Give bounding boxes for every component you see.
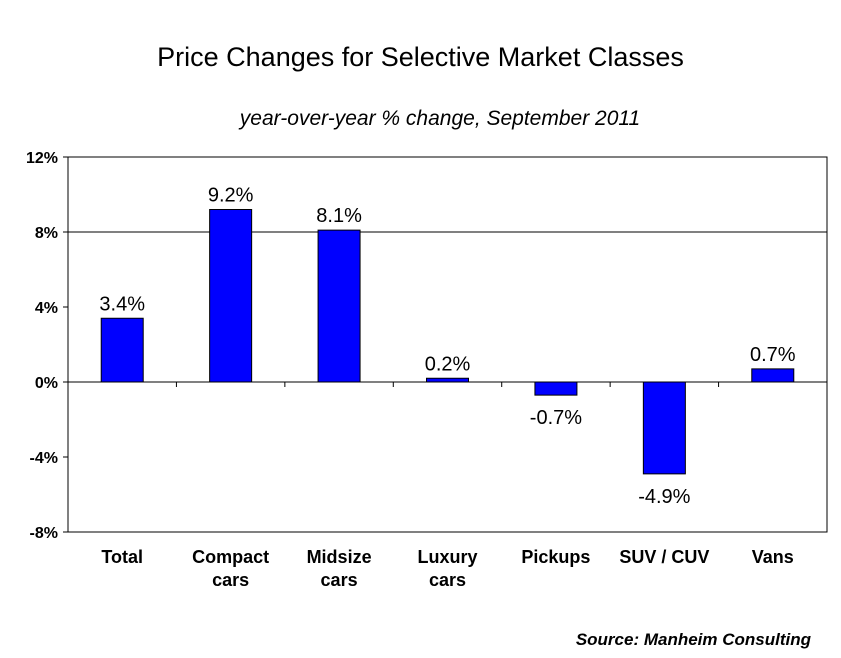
x-tick-label: Compact cars xyxy=(192,547,269,590)
x-tick-label: Pickups xyxy=(521,547,590,567)
y-tick-label: 0% xyxy=(35,375,58,392)
y-tick-label: 8% xyxy=(35,225,58,242)
data-label: -4.9% xyxy=(638,486,690,508)
x-tick-label: SUV / CUV xyxy=(619,547,709,567)
x-tick-label: Vans xyxy=(752,547,794,567)
data-label: 9.2% xyxy=(208,185,254,207)
data-label: -0.7% xyxy=(530,407,582,429)
source-note: Source: Manheim Consulting xyxy=(575,630,811,649)
bar xyxy=(751,368,795,383)
x-tick-label: Total xyxy=(101,547,143,567)
data-label: 3.4% xyxy=(99,293,145,315)
y-tick-label: 12% xyxy=(26,150,58,167)
bar xyxy=(317,229,361,383)
chart-subtitle: year-over-year % change, September 2011 xyxy=(239,107,641,130)
y-tick-label: -4% xyxy=(30,450,58,467)
y-tick-label: 4% xyxy=(35,300,58,317)
data-label: 0.7% xyxy=(750,344,796,366)
bar xyxy=(534,381,578,396)
bar xyxy=(100,317,144,383)
x-tick-label: Midsize cars xyxy=(307,547,372,590)
chart-title: Price Changes for Selective Market Class… xyxy=(157,42,684,72)
data-label: 0.2% xyxy=(425,353,471,375)
x-tick-label: Luxury cars xyxy=(417,547,477,590)
plot-area-border xyxy=(67,156,828,533)
y-tick-label: -8% xyxy=(30,525,58,542)
bar xyxy=(642,381,686,475)
data-label: 8.1% xyxy=(316,205,362,227)
bar xyxy=(426,377,469,383)
bar xyxy=(209,209,253,383)
